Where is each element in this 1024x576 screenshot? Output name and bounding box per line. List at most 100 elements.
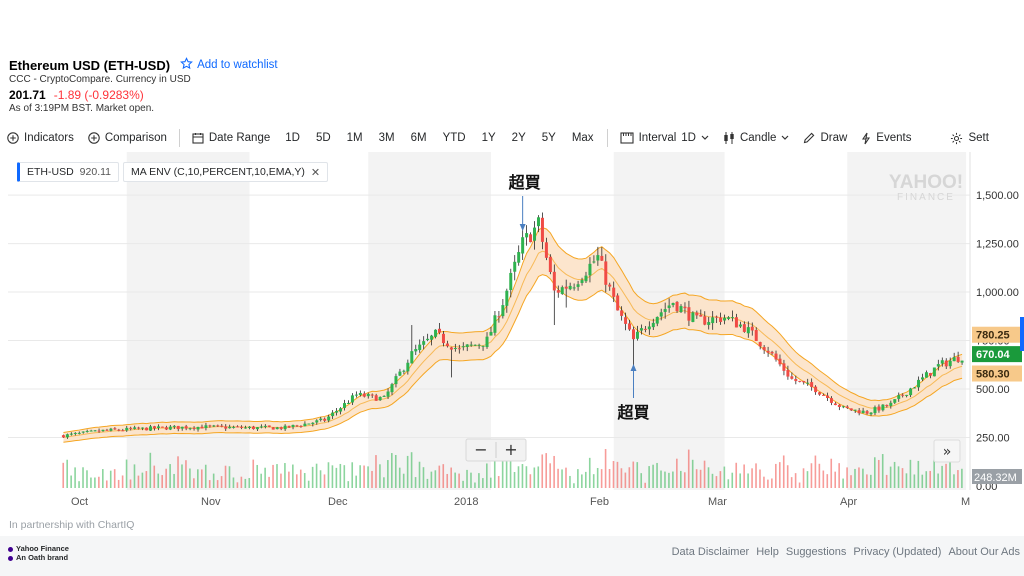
candle-body [271, 427, 275, 430]
volume-bar [284, 463, 286, 488]
candle-body [509, 272, 513, 291]
candle-body [481, 345, 485, 347]
events-button[interactable]: Events [854, 124, 918, 152]
footer-link-disclaimer[interactable]: Data Disclaimer [671, 546, 750, 558]
volume-bar [818, 463, 821, 488]
interval-dropdown[interactable]: Interval 1D [613, 124, 716, 152]
candle-body [568, 285, 572, 290]
candle-body [865, 411, 869, 414]
x-tick-label: Nov [201, 496, 221, 508]
volume-bar [149, 452, 152, 488]
candle-body [461, 346, 465, 348]
candle-body [529, 234, 533, 243]
range-5y[interactable]: 5Y [541, 132, 556, 144]
candle-body [339, 408, 343, 412]
symbol-chip[interactable]: ETH-USD 920.11 [17, 162, 120, 182]
candle-body [164, 427, 168, 430]
range-ytd[interactable]: YTD [442, 132, 466, 144]
footer-links: Data Disclaimer Help Suggestions Privacy… [672, 546, 1020, 558]
range-3m[interactable]: 3M [378, 132, 395, 144]
volume-bar [608, 469, 611, 488]
volume-bar [703, 460, 706, 488]
price-chart[interactable]: YAHOO! FINANCE 超買 超買 1,500.00 1,250.00 1,000.0… [8, 152, 1024, 490]
candle-body [434, 329, 438, 337]
volume-bar [858, 467, 860, 488]
scroll-handle[interactable] [1020, 317, 1024, 351]
candle-body [129, 427, 133, 429]
candle-body [374, 395, 378, 401]
volume-bar [925, 471, 928, 488]
range-1m[interactable]: 1M [346, 132, 363, 144]
range-1d[interactable]: 1D [285, 132, 300, 144]
candle-body [453, 347, 457, 349]
volume-bar [842, 478, 844, 488]
candle-body [493, 315, 497, 333]
range-6m[interactable]: 6M [410, 132, 427, 144]
candle-body [715, 316, 719, 318]
candle-body [620, 310, 624, 316]
candle-body [180, 426, 184, 429]
range-2y[interactable]: 2Y [511, 132, 526, 144]
candle-body [267, 425, 271, 427]
candle-body [350, 395, 354, 403]
annotation-top-label: 超買 [508, 173, 541, 192]
annotation-top-arrowhead [519, 224, 526, 231]
comparison-button[interactable]: Comparison [81, 124, 174, 152]
candle-body [77, 432, 81, 434]
volume-bar [450, 467, 452, 488]
volume-bar [541, 454, 544, 488]
footer-link-suggestions[interactable]: Suggestions [785, 546, 847, 558]
current-price: 201.71 [9, 88, 46, 102]
date-range-button[interactable]: Date Range [185, 124, 277, 152]
footer-link-help[interactable]: Help [756, 546, 779, 558]
footer-link-ads[interactable]: About Our Ads [948, 546, 1020, 558]
indicators-button[interactable]: Indicators [0, 124, 81, 152]
range-5d[interactable]: 5D [315, 132, 331, 144]
chart-toolbar: Indicators Comparison Date Range 1D 5D 1… [0, 124, 1024, 152]
study-chip[interactable]: MA ENV (C,10,PERCENT,10,EMA,Y) ✕ [123, 162, 329, 182]
footer-link-privacy[interactable]: Privacy (Updated) [853, 546, 942, 558]
candle-body [315, 420, 319, 423]
volume-bar [204, 464, 207, 488]
zoom-out-button[interactable]: − [474, 440, 487, 459]
x-tick-label: 2018 [454, 496, 479, 508]
settings-button[interactable]: Sett [943, 124, 995, 152]
range-max[interactable]: Max [571, 132, 594, 144]
scroll-right-button[interactable]: » [943, 444, 952, 460]
chart-svg[interactable]: YAHOO!FINANCE超買超買1,500.001,250.001,000.0… [8, 152, 1024, 490]
candle-body [259, 426, 263, 428]
candle-body [671, 303, 675, 306]
candle-body [441, 333, 445, 344]
draw-button[interactable]: Draw [796, 124, 854, 152]
volume-bar [474, 482, 476, 488]
close-icon[interactable]: ✕ [310, 166, 321, 179]
volume-bar [897, 466, 900, 488]
volume-bar [588, 457, 591, 488]
symbol-value: 920.11 [79, 166, 112, 178]
candle-body [742, 324, 746, 332]
candle-body [754, 330, 758, 341]
range-1y[interactable]: 1Y [481, 132, 496, 144]
star-icon [180, 57, 193, 73]
candle-body [818, 392, 822, 395]
candle-body [928, 373, 932, 376]
quote-title: Ethereum USD (ETH-USD) [9, 57, 171, 73]
candle-body [770, 351, 774, 354]
chart-type-dropdown[interactable]: Candle [716, 124, 796, 152]
chart-legend-chips: ETH-USD 920.11 MA ENV (C,10,PERCENT,10,E… [17, 162, 329, 182]
volume-bar [715, 476, 718, 488]
brand-line-1: Yahoo Finance [16, 544, 69, 553]
symbol-name: ETH-USD [27, 166, 74, 178]
volume-bar [640, 473, 643, 488]
candle-body [513, 261, 517, 272]
volume-bar [90, 477, 92, 488]
zoom-in-button[interactable]: + [504, 440, 517, 459]
candle-body [533, 227, 537, 241]
candle-body [192, 427, 196, 429]
volume-bar [802, 468, 805, 488]
candle-body [536, 217, 540, 227]
candle-body [663, 309, 667, 312]
volume-bar [367, 466, 369, 488]
add-to-watchlist-button[interactable]: Add to watchlist [180, 57, 278, 73]
candle-body [105, 429, 109, 431]
